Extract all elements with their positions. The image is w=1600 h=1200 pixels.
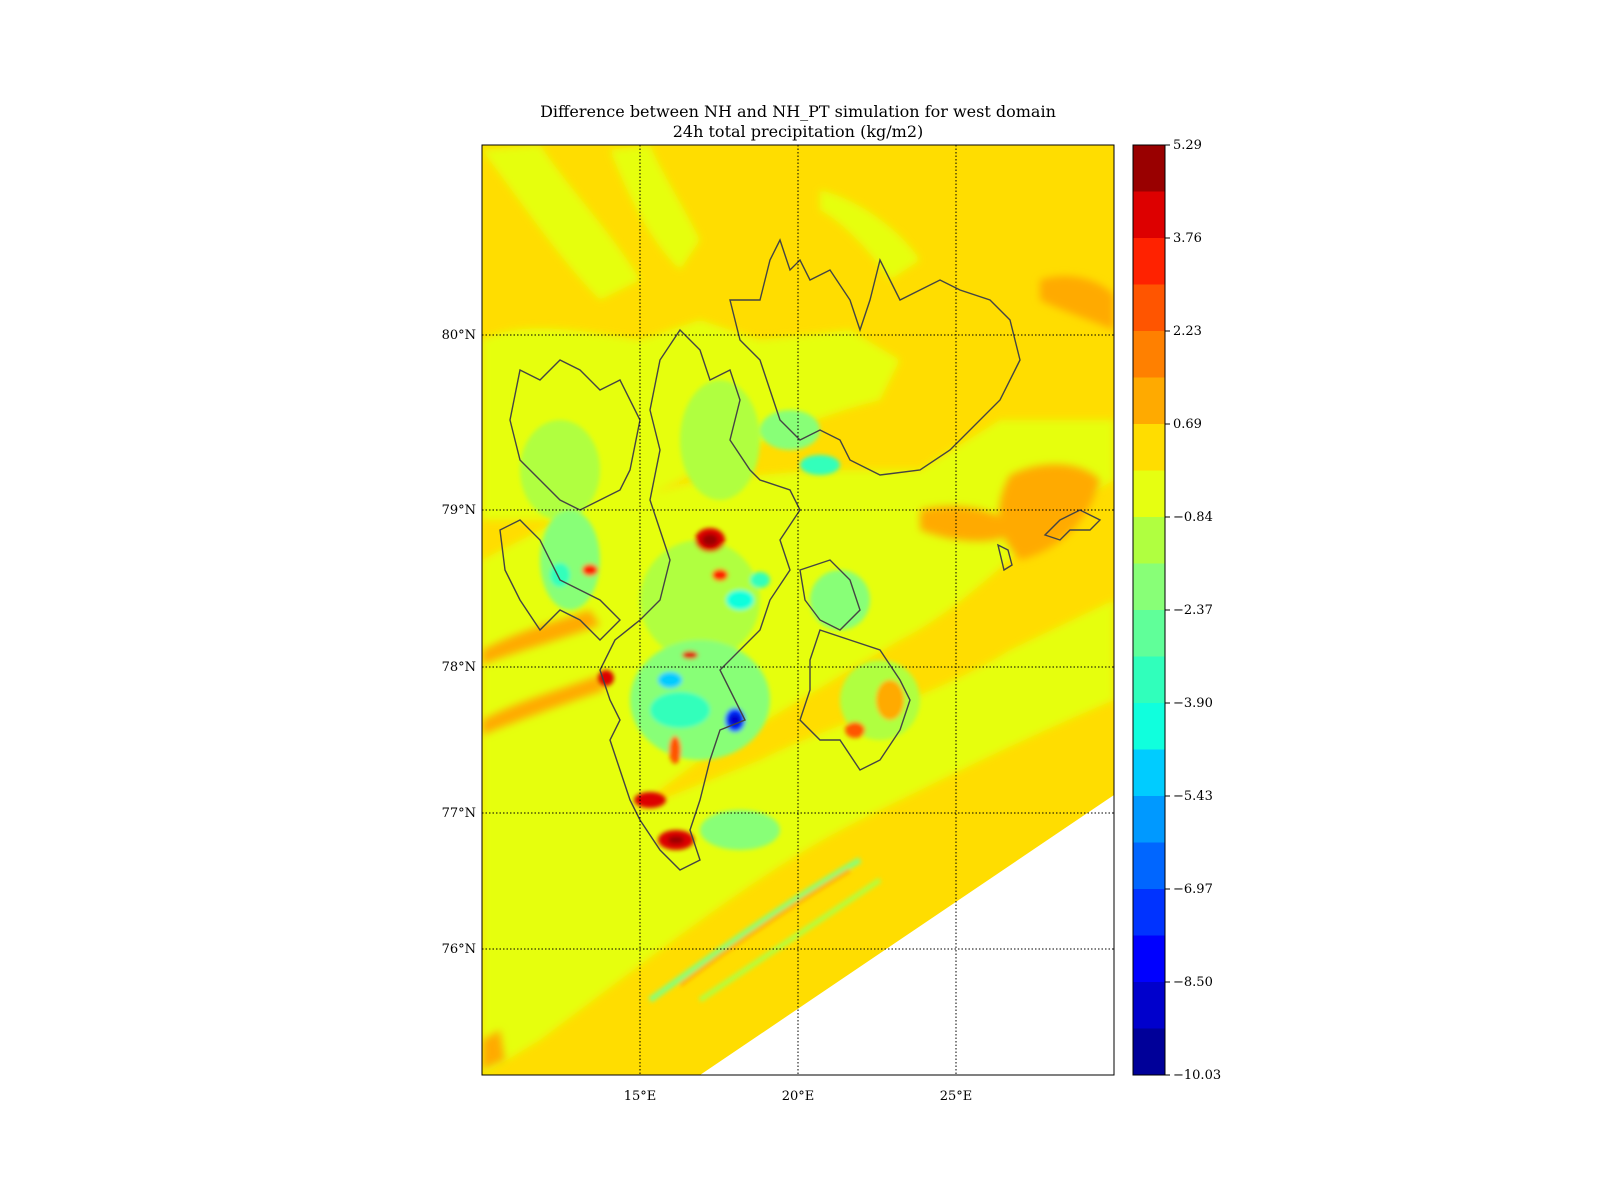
colorbar-level-15	[1133, 842, 1165, 890]
x-tick-20E: 20°E	[782, 1089, 815, 1104]
map-frame	[481, 144, 1115, 1076]
colorbar-level-14	[1133, 796, 1165, 843]
colorbar-level-5	[1133, 377, 1165, 425]
colorbar-tick-label: −3.90	[1173, 696, 1213, 711]
colorbar-tick-label: −5.43	[1173, 789, 1213, 804]
colorbar-level-9	[1133, 563, 1165, 611]
chart-title: Difference between NH and NH_PT simulati…	[540, 102, 1056, 121]
colorbar-level-8	[1133, 517, 1165, 564]
colorbar-level-18	[1133, 982, 1165, 1029]
field-level-low-positive	[482, 275, 1114, 1070]
x-tick-15E: 15°E	[624, 1089, 657, 1104]
colorbar-tick-label: −0.84	[1173, 510, 1213, 525]
y-tick-79N: 79°N	[442, 503, 476, 518]
colorbar-level-13	[1133, 749, 1165, 797]
colorbar-tick-label: −8.50	[1173, 975, 1213, 990]
colorbar-level-0	[1133, 145, 1165, 192]
colorbar-level-3	[1133, 284, 1165, 332]
colorbar-level-2	[1133, 238, 1165, 285]
colorbar-tick-label: 0.69	[1173, 417, 1202, 432]
colorbar-level-6	[1133, 424, 1165, 471]
map-field	[482, 145, 1114, 1075]
y-tick-78N: 78°N	[442, 660, 476, 675]
colorbar-level-7	[1133, 470, 1165, 518]
coastlines	[499, 238, 1102, 871]
colorbar-ticks: 5.29 3.76 2.23 0.69 −0.84 −2.37 −3.90 −5.43 −6.9…	[1165, 138, 1221, 1083]
x-tick-25E: 25°E	[940, 1089, 973, 1104]
field-streaks	[648, 857, 882, 1003]
colorbar-tick-label: −10.03	[1173, 1068, 1221, 1083]
colorbar-level-4	[1133, 331, 1165, 378]
colorbar-tick-label: −6.97	[1173, 882, 1213, 897]
colorbar-level-19	[1133, 1028, 1165, 1076]
colorbar-level-11	[1133, 656, 1165, 704]
colorbar-tick-label: 5.29	[1173, 138, 1202, 153]
chart-subtitle: 24h total precipitation (kg/m2)	[673, 122, 923, 141]
colorbar	[1133, 145, 1165, 1076]
colorbar-level-1	[1133, 191, 1165, 239]
colorbar-level-10	[1133, 610, 1165, 657]
colorbar-tick-label: −2.37	[1173, 603, 1213, 618]
y-tick-80N: 80°N	[442, 328, 476, 343]
gridlines	[482, 145, 1114, 1075]
y-tick-77N: 77°N	[442, 806, 476, 821]
colorbar-level-16	[1133, 889, 1165, 936]
colorbar-tick-label: 2.23	[1173, 324, 1202, 339]
y-tick-76N: 76°N	[442, 942, 476, 957]
colorbar-level-12	[1133, 703, 1165, 750]
no-data-region	[700, 795, 1114, 1075]
colorbar-level-17	[1133, 935, 1165, 983]
colorbar-tick-label: 3.76	[1173, 231, 1202, 246]
